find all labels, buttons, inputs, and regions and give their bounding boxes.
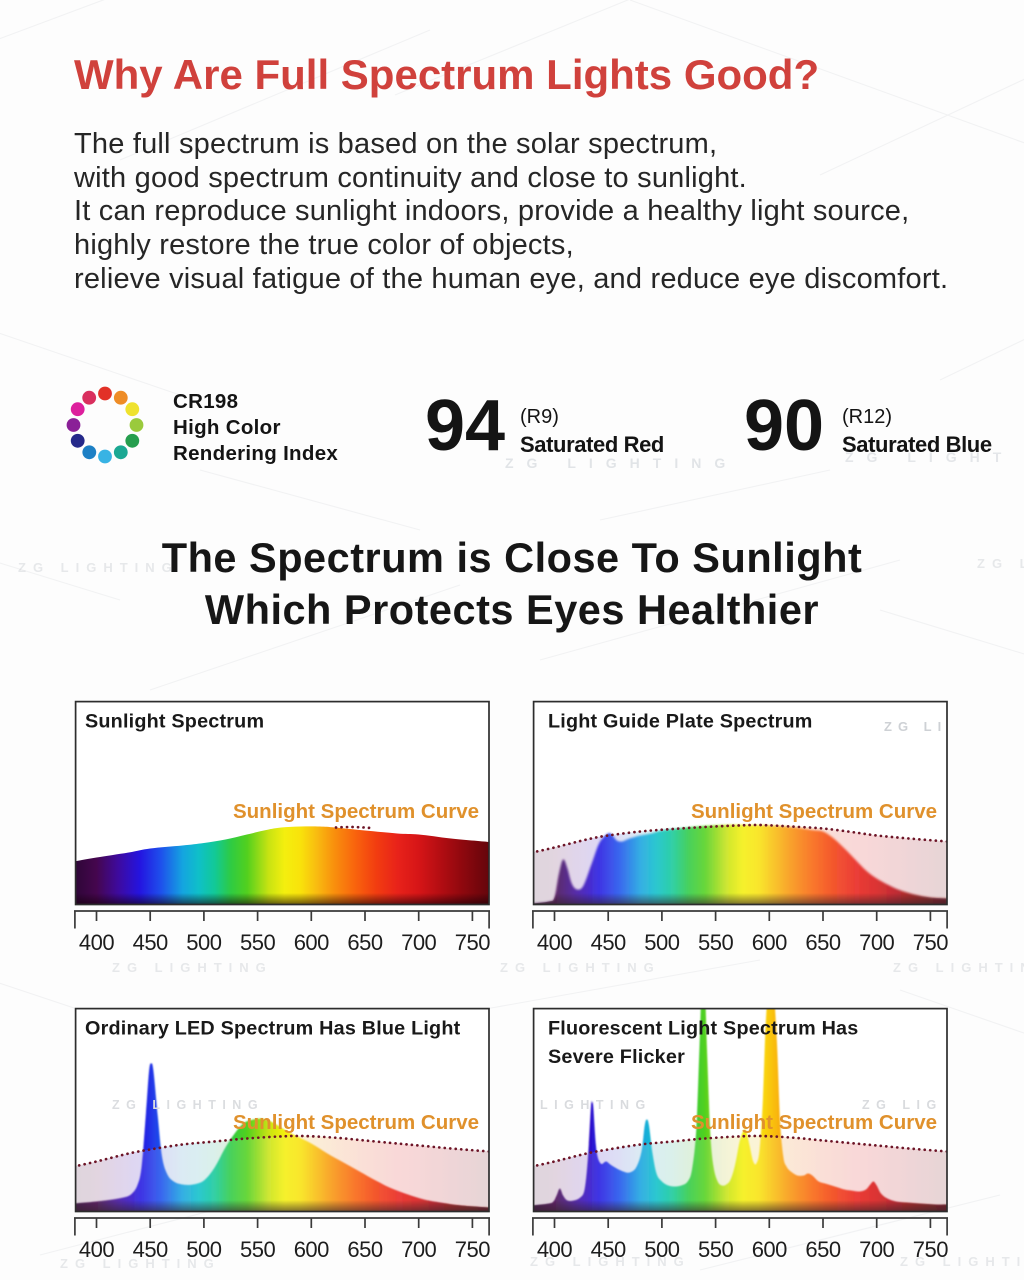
svg-text:450: 450 (590, 1237, 625, 1262)
svg-text:700: 700 (859, 930, 894, 955)
svg-text:Severe Flicker: Severe Flicker (548, 1046, 685, 1068)
svg-text:700: 700 (859, 1237, 894, 1262)
svg-text:400: 400 (78, 1237, 113, 1262)
svg-text:Sunlight Spectrum Curve: Sunlight Spectrum Curve (690, 800, 936, 823)
svg-text:ZG LIGHTING: ZG LIGHTING (505, 455, 738, 471)
svg-text:Sunlight Spectrum: Sunlight Spectrum (85, 711, 264, 733)
svg-text:700: 700 (401, 1237, 436, 1262)
svg-text:750: 750 (454, 1237, 489, 1262)
svg-text:500: 500 (186, 1237, 221, 1262)
svg-text:750: 750 (912, 930, 947, 955)
svg-text:600: 600 (751, 1237, 786, 1262)
svg-text:Ordinary LED Spectrum Has Blue: Ordinary LED Spectrum Has Blue Light (85, 1018, 461, 1040)
svg-text:LIGHTING: LIGHTING (540, 1098, 652, 1112)
svg-text:750: 750 (912, 1237, 947, 1262)
svg-text:550: 550 (697, 1237, 732, 1262)
svg-text:650: 650 (347, 1237, 382, 1262)
svg-text:600: 600 (751, 930, 786, 955)
svg-text:650: 650 (805, 1237, 840, 1262)
svg-text:650: 650 (805, 930, 840, 955)
svg-text:550: 550 (697, 930, 732, 955)
svg-text:450: 450 (132, 930, 167, 955)
svg-text:600: 600 (293, 1237, 328, 1262)
svg-text:550: 550 (239, 930, 274, 955)
svg-text:ZG LIGHTING: ZG LIGHTING (530, 1254, 691, 1269)
svg-text:ZG LIGHTING: ZG LIGHTING (900, 1254, 1024, 1269)
svg-text:ZG LIGHTING: ZG LIGHTING (977, 556, 1024, 571)
svg-text:400: 400 (78, 930, 113, 955)
svg-text:ZG LIGHTING: ZG LIGHTING (893, 960, 1024, 975)
svg-text:750: 750 (454, 930, 489, 955)
svg-text:ZG LIG: ZG LIG (862, 1098, 943, 1112)
svg-text:ZG LIGHTING: ZG LIGHTING (60, 1256, 221, 1271)
svg-text:ZG LIGHTING: ZG LIGHTING (112, 960, 273, 975)
svg-text:400: 400 (536, 1237, 571, 1262)
svg-text:ZG LIGHT: ZG LIGHT (845, 449, 1014, 465)
svg-text:ZG LIGHTING: ZG LIGHTING (112, 1098, 264, 1112)
svg-text:ZG LIGHTI: ZG LIGHTI (884, 719, 950, 734)
svg-text:Sunlight Spectrum Curve: Sunlight Spectrum Curve (232, 1111, 478, 1134)
svg-text:500: 500 (186, 930, 221, 955)
svg-text:Sunlight Spectrum Curve: Sunlight Spectrum Curve (690, 1111, 936, 1134)
svg-text:500: 500 (644, 1237, 679, 1262)
svg-text:600: 600 (293, 930, 328, 955)
svg-text:Fluorescent Light Spectrum Has: Fluorescent Light Spectrum Has (548, 1018, 858, 1040)
svg-text:Light Guide Plate Spectrum: Light Guide Plate Spectrum (548, 711, 813, 733)
svg-text:700: 700 (401, 930, 436, 955)
svg-text:Sunlight Spectrum Curve: Sunlight Spectrum Curve (232, 800, 478, 823)
svg-text:ZG LIGHTING: ZG LIGHTING (500, 960, 661, 975)
svg-text:450: 450 (590, 930, 625, 955)
svg-text:450: 450 (132, 1237, 167, 1262)
svg-text:ZG LIGHTING: ZG LIGHTING (18, 560, 179, 575)
svg-text:400: 400 (536, 930, 571, 955)
svg-text:500: 500 (644, 930, 679, 955)
svg-text:650: 650 (347, 930, 382, 955)
svg-text:550: 550 (239, 1237, 274, 1262)
